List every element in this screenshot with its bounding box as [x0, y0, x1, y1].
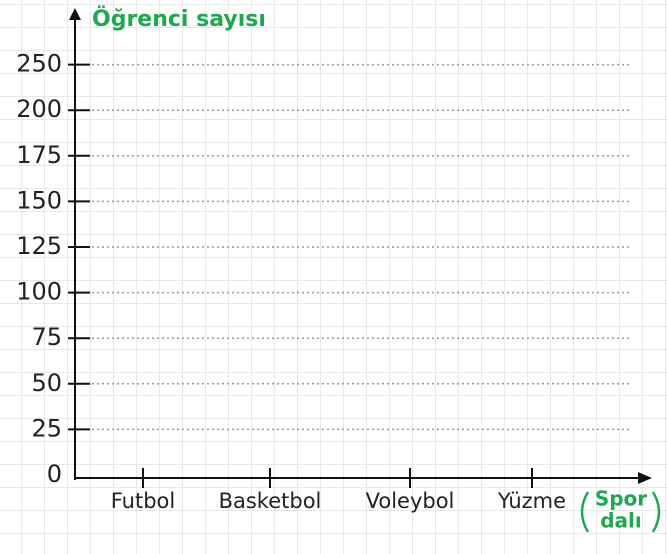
x-axis-arrow: [638, 472, 652, 484]
y-tick-label: 250: [16, 50, 62, 78]
x-tick-label: Basketbol: [219, 489, 322, 513]
x-tick-label: Voleybol: [366, 489, 455, 513]
y-tick-label: 100: [16, 278, 62, 306]
paren-left: [580, 491, 590, 533]
y-tick-label: 75: [31, 323, 62, 351]
y-tick-label: 175: [16, 141, 62, 169]
x-axis-label: Spor: [595, 487, 647, 511]
x-axis-label: dalı: [600, 509, 642, 533]
x-tick-label: Futbol: [111, 489, 176, 513]
paren-right: [651, 491, 661, 533]
x-tick-label: Yüzme: [497, 489, 566, 513]
y-axis-arrow: [69, 8, 81, 20]
chart-title: Öğrenci sayısı: [92, 6, 266, 32]
y-tick-label: 50: [31, 369, 62, 397]
y-tick-label: 200: [16, 95, 62, 123]
y-tick-label: 125: [16, 232, 62, 260]
y-tick-label: 150: [16, 186, 62, 214]
y-tick-label: 0: [47, 460, 62, 488]
y-tick-label: 25: [31, 414, 62, 442]
